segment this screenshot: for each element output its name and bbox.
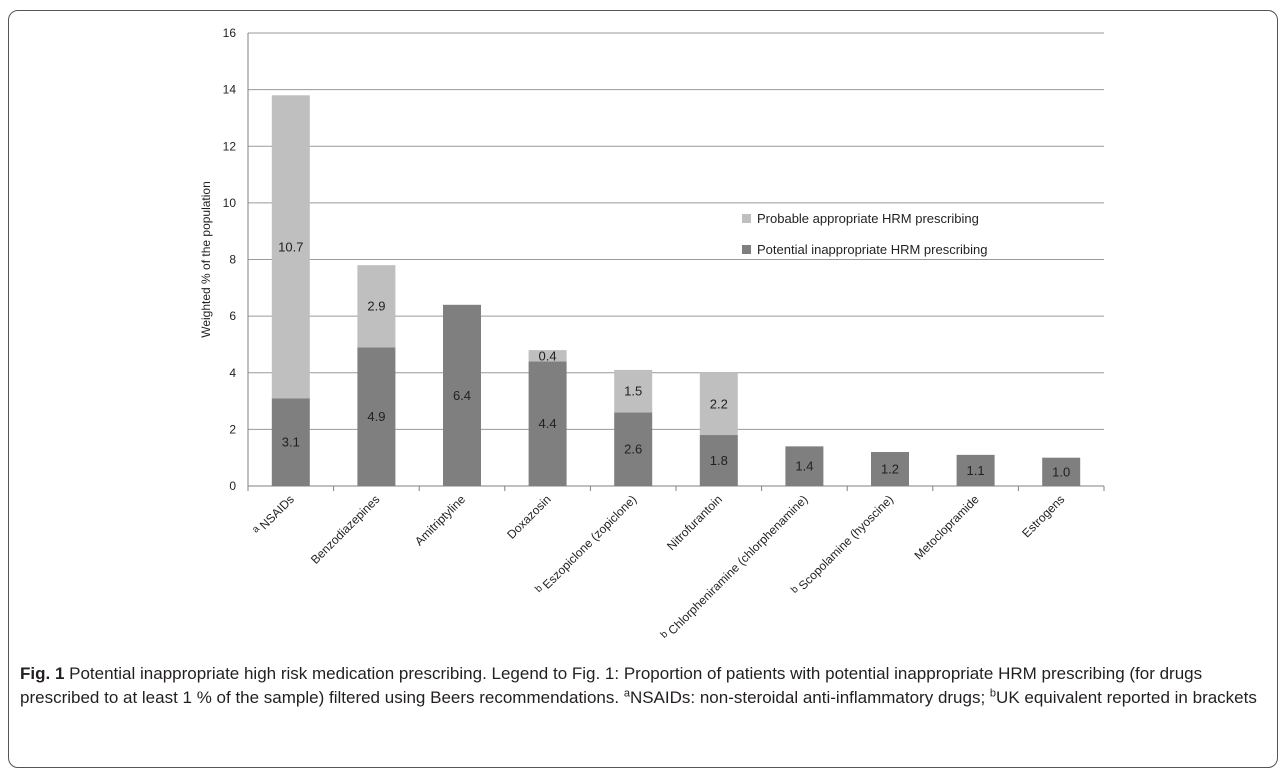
- x-tick-label-name: Scopolamine (hyoscine): [796, 492, 896, 592]
- data-label: 1.8: [710, 453, 728, 468]
- y-tick-label: 14: [223, 83, 237, 97]
- bar-segment-inappropriate: [871, 452, 909, 486]
- bar-segment-appropriate: [271, 95, 310, 399]
- figure-caption: Fig. 1 Potential inappropriate high risk…: [20, 662, 1268, 710]
- legend-swatch: [742, 214, 751, 223]
- y-tick-label: 6: [229, 309, 236, 323]
- data-label: 4.9: [367, 409, 385, 424]
- x-tick-label: a NSAIDs: [250, 492, 297, 539]
- x-tick-label: Estrogens: [1019, 492, 1067, 540]
- data-label: 1.0: [1052, 464, 1070, 479]
- data-label: 10.7: [278, 239, 303, 254]
- x-tick-label: Metoclopramide: [911, 492, 981, 562]
- x-tick-label: Amitriptyline: [412, 492, 468, 548]
- data-label: 6.4: [453, 388, 471, 403]
- x-tick-label: b Eszopiclone (zopiclone): [533, 492, 639, 598]
- y-tick-label: 10: [223, 196, 237, 210]
- x-tick-label: b Scopolamine (hyoscine): [789, 492, 896, 599]
- caption-text-3: UK equivalent reported in brackets: [996, 688, 1257, 707]
- bar-segment-inappropriate: [271, 398, 310, 486]
- y-tick-label: 12: [223, 139, 237, 153]
- x-tick-label: Benzodiazepines: [308, 492, 383, 567]
- x-tick-label-name: Eszopiclone (zopiclone): [540, 492, 640, 592]
- data-label: 1.5: [624, 384, 642, 399]
- data-label: 2.9: [367, 299, 385, 314]
- y-tick-label: 4: [229, 366, 236, 380]
- bar-segment-inappropriate: [614, 412, 653, 486]
- x-tick-label-name: NSAIDs: [257, 492, 297, 532]
- legend-label: Potential inappropriate HRM prescribing: [757, 242, 988, 257]
- bar-segment-inappropriate: [699, 435, 738, 486]
- data-label: 1.1: [967, 463, 985, 478]
- bar-segment-inappropriate: [357, 347, 396, 486]
- caption-figure-label: Fig. 1: [20, 664, 65, 683]
- caption-sup-b: b: [989, 687, 997, 700]
- caption-text-1: Potential inappropriate high risk medica…: [20, 664, 1203, 707]
- y-tick-label: 8: [229, 253, 236, 267]
- stacked-bar-chart: 0 2 4 6 8 10 12 14 16 Weighted % of the populatio…: [199, 26, 1105, 644]
- bar-segment-appropriate: [699, 372, 738, 436]
- data-label: 2.6: [624, 442, 642, 457]
- caption-sup-a: a: [623, 687, 630, 700]
- bar-segment-inappropriate: [785, 446, 824, 486]
- bar-segment-appropriate: [614, 369, 653, 413]
- y-axis-title: Weighted % of the population: [199, 181, 213, 338]
- bar-segment-inappropriate: [443, 304, 481, 486]
- data-label: 2.2: [710, 396, 728, 411]
- legend-label: Probable appropriate HRM prescribing: [757, 211, 979, 226]
- y-tick-label: 16: [223, 26, 237, 40]
- x-tick-label-name: Chlorpheniramine (chlorphenamine): [665, 492, 810, 637]
- bar-segment-inappropriate: [1042, 457, 1081, 486]
- x-tick-label: Doxazosin: [504, 492, 554, 542]
- data-label: 4.4: [539, 416, 557, 431]
- figure-frame: [8, 10, 1278, 768]
- x-tick-label: Nitrofurantoin: [664, 492, 725, 553]
- data-label: 1.2: [881, 462, 899, 477]
- data-label: 3.1: [282, 435, 300, 450]
- bar-segment-inappropriate: [528, 361, 567, 486]
- y-tick-label: 2: [229, 422, 236, 436]
- data-label: 0.4: [539, 348, 557, 363]
- bar-segment-inappropriate: [956, 454, 995, 486]
- caption-text-2: NSAIDs: non-steroidal anti-inflammatory …: [629, 688, 990, 707]
- x-tick-label: b Chlorpheniramine (chlorphenamine): [659, 492, 811, 644]
- data-label: 1.4: [795, 459, 813, 474]
- bar-segment-appropriate: [357, 265, 396, 348]
- legend-swatch: [742, 245, 751, 254]
- bar-segment-appropriate: [528, 350, 567, 362]
- y-tick-label: 0: [229, 479, 236, 493]
